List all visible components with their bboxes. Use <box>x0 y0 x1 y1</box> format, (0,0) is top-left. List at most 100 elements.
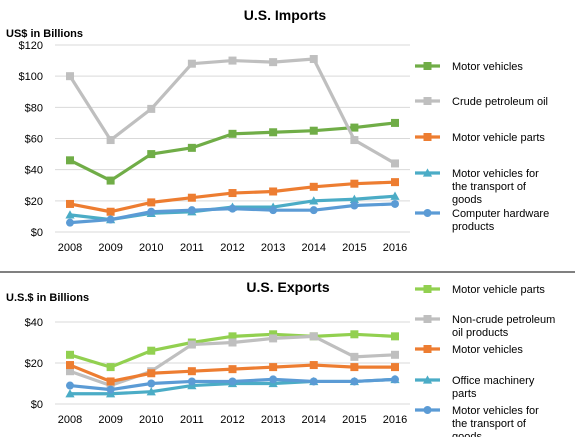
x-tick-label: 2016 <box>383 242 407 254</box>
data-point <box>309 126 318 135</box>
x-tick-label: 2013 <box>261 414 285 426</box>
data-point <box>147 207 156 216</box>
data-point <box>65 210 75 219</box>
x-tick-label: 2008 <box>58 414 82 426</box>
chart-title: U.S. Imports <box>244 7 327 23</box>
data-point <box>350 363 359 372</box>
data-point <box>350 377 359 386</box>
data-point <box>391 159 399 168</box>
data-point <box>391 363 399 372</box>
data-point <box>187 206 196 215</box>
data-point <box>106 176 115 185</box>
x-tick-label: 2011 <box>180 242 204 254</box>
y-tick-label: $60 <box>25 134 43 146</box>
data-point <box>187 143 196 152</box>
data-point <box>147 379 156 388</box>
data-point <box>187 367 196 376</box>
x-tick-label: 2015 <box>342 242 366 254</box>
legend-label: Motor vehicle parts <box>452 132 545 144</box>
legend-label: Motor vehicles <box>452 61 523 73</box>
y-tick-label: $20 <box>25 358 43 370</box>
legend-label: Crude petroleum oil <box>452 96 548 108</box>
data-point <box>269 375 278 384</box>
legend-swatch-marker <box>423 62 432 70</box>
legend-swatch-marker <box>423 97 432 105</box>
data-point <box>147 346 156 355</box>
data-point <box>269 128 278 137</box>
legend-swatch-marker <box>423 345 432 353</box>
y-tick-label: $80 <box>25 102 43 114</box>
data-point <box>106 381 115 390</box>
data-point <box>66 381 74 390</box>
legend-label: Motor vehicles for the transport of goods <box>452 168 539 206</box>
x-tick-label: 2009 <box>98 414 122 426</box>
legend-label: Computer hardware products <box>452 208 549 233</box>
data-point <box>269 206 278 215</box>
data-point <box>147 104 156 113</box>
data-point <box>309 196 319 205</box>
data-point <box>391 118 399 127</box>
data-point <box>391 375 399 384</box>
data-point <box>66 350 74 359</box>
data-point <box>66 361 74 370</box>
legend-label: Non-crude petroleum oil products <box>452 314 555 339</box>
data-point <box>350 201 359 210</box>
x-tick-label: 2014 <box>302 414 326 426</box>
y-axis-label: U.S.$ in Billions <box>6 292 89 304</box>
data-point <box>269 330 278 339</box>
x-tick-label: 2016 <box>383 414 407 426</box>
y-tick-label: $100 <box>19 71 43 83</box>
x-tick-label: 2012 <box>220 414 244 426</box>
chart-title: U.S. Exports <box>246 279 329 295</box>
data-point <box>391 350 399 359</box>
x-tick-label: 2010 <box>139 414 163 426</box>
data-point <box>390 191 400 200</box>
data-point <box>350 136 359 145</box>
data-point <box>187 340 196 349</box>
data-point <box>391 332 399 341</box>
data-point <box>228 332 237 341</box>
legend-swatch-marker <box>422 375 433 384</box>
data-point <box>350 330 359 339</box>
data-point <box>66 199 74 208</box>
data-point <box>269 187 278 196</box>
data-point <box>269 58 278 67</box>
data-point <box>309 182 318 191</box>
x-tick-label: 2012 <box>220 242 244 254</box>
data-point <box>228 56 237 65</box>
data-point <box>309 55 318 64</box>
legend-label: Office machinery parts <box>452 375 535 400</box>
data-point <box>228 365 237 374</box>
y-tick-label: $0 <box>31 399 43 411</box>
y-tick-label: $20 <box>25 196 43 208</box>
legend-label: Motor vehicles for the transport of goods <box>452 405 539 437</box>
x-tick-label: 2008 <box>58 242 82 254</box>
data-point <box>66 367 74 376</box>
data-point <box>269 363 278 372</box>
legend-swatch-marker <box>423 285 432 293</box>
legend-swatch-marker <box>423 315 432 323</box>
legend-swatch-marker <box>423 133 432 141</box>
data-point <box>106 385 115 394</box>
data-point <box>309 377 318 386</box>
data-point <box>309 332 318 341</box>
data-point <box>187 193 196 202</box>
data-point <box>350 352 359 361</box>
data-point <box>269 334 278 343</box>
data-point <box>350 123 359 132</box>
data-point <box>228 338 237 347</box>
data-point <box>147 198 156 207</box>
y-tick-label: $0 <box>31 227 43 239</box>
legend-label: Motor vehicle parts <box>452 284 545 296</box>
data-point <box>349 194 359 203</box>
data-point <box>309 361 318 370</box>
data-point <box>106 215 115 224</box>
data-point <box>228 204 237 213</box>
data-point <box>228 189 237 198</box>
data-point <box>228 377 237 386</box>
data-point <box>106 363 115 372</box>
data-point <box>65 389 75 398</box>
data-point <box>147 150 156 159</box>
data-point <box>391 199 399 208</box>
data-point <box>66 156 74 165</box>
